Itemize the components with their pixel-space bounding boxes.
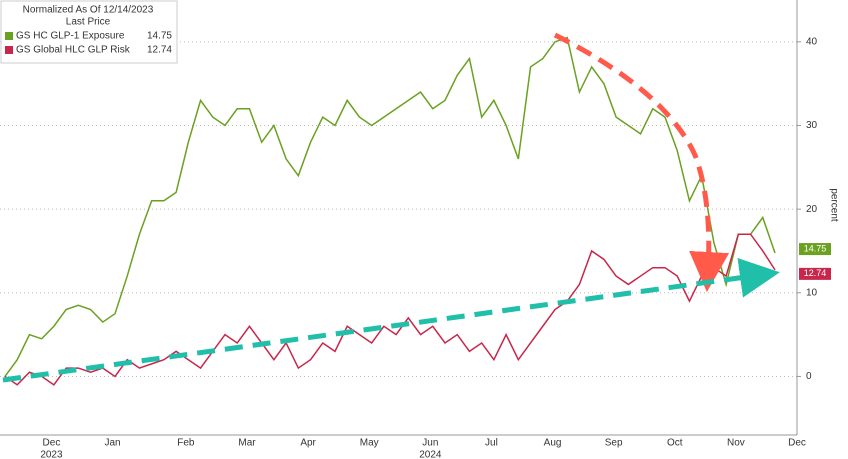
series-line: [4, 233, 776, 386]
x-tick-label: May: [360, 438, 379, 449]
x-tick-label: Dec: [788, 438, 806, 449]
legend-value: 14.75: [147, 31, 172, 42]
last-value-flag: [799, 243, 831, 256]
last-value-label: 14.75: [804, 243, 827, 253]
last-value-flag: [799, 267, 831, 280]
x-tick-label: Aug: [544, 438, 562, 449]
x-tick-label: Feb: [177, 438, 195, 449]
x-tick-label: Mar: [238, 438, 256, 449]
x-tick-label: Apr: [300, 438, 316, 449]
trend-arrow: [2, 257, 780, 383]
y-tick-label: 40: [806, 36, 818, 47]
last-value-label: 12.74: [804, 268, 827, 278]
y-tick-label: 20: [806, 204, 818, 215]
x-tick-label: Jul: [485, 438, 498, 449]
legend-subtitle: Last Price: [66, 17, 111, 28]
legend-label: GS Global HLC GLP Risk: [16, 45, 131, 56]
x-tick-label: Dec: [43, 438, 61, 449]
y-axis-label: percent: [828, 188, 839, 222]
x-tick-label: Sep: [605, 438, 623, 449]
legend-swatch: [5, 46, 13, 54]
year-label: 2023: [40, 450, 63, 459]
legend-swatch: [5, 32, 13, 40]
legend-label: GS HC GLP-1 Exposure: [16, 31, 125, 42]
legend-value: 12.74: [147, 45, 172, 56]
x-tick-label: Oct: [667, 438, 683, 449]
x-tick-label: Nov: [727, 438, 745, 449]
legend: Normalized As Of 12/14/2023 Last Price: [0, 0, 178, 64]
decline-arrow: [553, 32, 730, 292]
legend-title: Normalized As Of 12/14/2023: [23, 5, 154, 16]
series-line: [4, 36, 776, 377]
x-tick-label: Jun: [422, 438, 438, 449]
y-tick-label: 0: [806, 371, 812, 382]
y-tick-label: 30: [806, 120, 818, 131]
y-tick-label: 10: [806, 287, 818, 298]
x-tick-label: Jan: [104, 438, 120, 449]
year-label: 2024: [419, 450, 442, 459]
